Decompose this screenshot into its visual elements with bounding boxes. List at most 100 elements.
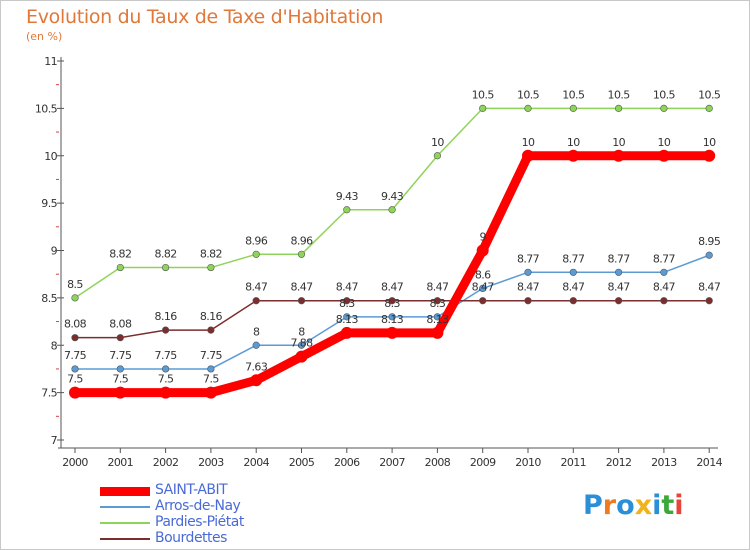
x-tick-label: 2007 <box>379 456 405 469</box>
data-label-saint-abit: 7.5 <box>112 373 128 386</box>
data-point-pardies-pi-tat <box>524 104 532 112</box>
data-point-pardies-pi-tat <box>479 104 487 112</box>
logo-letter: P <box>583 490 603 521</box>
data-point-saint-abit <box>69 386 81 399</box>
series-layer <box>69 104 716 399</box>
data-label-pardies-pi-tat: 9.43 <box>336 190 359 203</box>
data-point-arros-de-nay <box>524 268 532 276</box>
data-label-arros-de-nay: 8.3 <box>430 297 446 310</box>
legend-label: SAINT-ABIT <box>155 482 228 498</box>
data-label-pardies-pi-tat: 10.5 <box>517 88 540 101</box>
x-tick-label: 2011 <box>560 456 586 469</box>
data-label-arros-de-nay: 7.75 <box>155 349 178 362</box>
data-point-saint-abit <box>386 326 399 339</box>
data-label-saint-abit: 7.5 <box>67 373 83 386</box>
x-tick-label: 2005 <box>289 456 315 469</box>
data-label-bourdettes: 8.08 <box>64 318 87 331</box>
data-label-bourdettes: 8.47 <box>426 281 449 294</box>
data-label-bourdettes: 8.16 <box>200 310 223 323</box>
data-point-arros-de-nay <box>614 268 623 276</box>
data-point-pardies-pi-tat <box>705 104 713 112</box>
data-point-saint-abit <box>703 149 716 162</box>
logo-letter: x <box>634 490 653 521</box>
data-label-arros-de-nay: 7.75 <box>109 349 132 362</box>
data-point-saint-abit <box>204 386 217 399</box>
data-point-bourdettes <box>479 297 487 305</box>
data-label-pardies-pi-tat: 10.5 <box>562 88 585 101</box>
data-label-pardies-pi-tat: 10.5 <box>608 88 631 101</box>
data-point-arros-de-nay <box>388 313 396 321</box>
data-label-arros-de-nay: 8.95 <box>698 235 721 248</box>
data-point-arros-de-nay <box>116 365 124 373</box>
data-label-arros-de-nay: 8 <box>298 325 305 338</box>
data-point-arros-de-nay <box>297 341 306 349</box>
data-label-saint-abit: 10 <box>612 136 625 149</box>
legend-swatch <box>100 538 150 540</box>
data-label-bourdettes: 8.47 <box>517 281 540 294</box>
legend-swatch <box>100 487 150 496</box>
logo-letter: i <box>674 490 684 521</box>
data-label-pardies-pi-tat: 10 <box>431 136 444 149</box>
data-label-pardies-pi-tat: 10.5 <box>653 88 676 101</box>
data-point-saint-abit <box>522 149 534 162</box>
data-label-arros-de-nay: 7.75 <box>200 349 223 362</box>
data-point-saint-abit <box>612 149 625 162</box>
data-point-bourdettes <box>705 297 713 305</box>
x-tick-label: 2002 <box>153 456 179 469</box>
data-label-saint-abit: 10 <box>522 136 535 149</box>
data-label-bourdettes: 8.08 <box>109 318 132 331</box>
data-label-bourdettes: 8.47 <box>608 281 631 294</box>
x-tick-label: 2013 <box>651 456 677 469</box>
data-point-bourdettes <box>252 297 260 305</box>
data-label-bourdettes: 8.47 <box>698 281 721 294</box>
x-tick-label: 2009 <box>470 456 496 469</box>
legend-item: SAINT-ABIT <box>100 482 300 499</box>
data-point-saint-abit <box>657 149 670 162</box>
data-label-arros-de-nay: 8 <box>253 325 260 338</box>
legend-label: Arros-de-Nay <box>155 498 241 514</box>
x-tick-label: 2010 <box>515 456 541 469</box>
data-point-pardies-pi-tat <box>297 250 306 258</box>
series-bourdettes <box>71 297 713 342</box>
data-point-arros-de-nay <box>207 365 215 373</box>
data-label-saint-abit: 8.13 <box>336 313 359 326</box>
data-point-bourdettes <box>433 297 442 305</box>
data-point-arros-de-nay <box>433 313 442 321</box>
data-point-pardies-pi-tat <box>433 152 442 160</box>
data-labels: 7.75 7.75 7.75 7.75 8 8 8.3 8.3 8.3 8.6 8.77 8.77 8.… <box>64 88 721 385</box>
data-label-bourdettes: 8.16 <box>155 310 178 323</box>
data-label-saint-abit: 7.5 <box>203 373 219 386</box>
logo-letter: r <box>602 490 617 521</box>
x-tick-label: 2012 <box>606 456 632 469</box>
y-tick-label: 8 <box>51 339 58 352</box>
data-point-pardies-pi-tat <box>388 206 396 214</box>
legend-swatch <box>100 506 150 508</box>
data-label-arros-de-nay: 7.75 <box>64 349 87 362</box>
legend-item: Bourdettes <box>100 530 300 547</box>
data-label-saint-abit: 10 <box>567 136 580 149</box>
x-tick-label: 2006 <box>334 456 360 469</box>
data-point-arros-de-nay <box>162 365 170 373</box>
data-label-pardies-pi-tat: 9.43 <box>381 190 404 203</box>
data-point-bourdettes <box>524 297 532 305</box>
proxiti-logo: Proxiti <box>583 490 684 521</box>
series-saint-abit <box>69 149 716 399</box>
legend-item: Pardies-Piétat <box>100 514 300 531</box>
data-point-pardies-pi-tat <box>71 294 79 302</box>
y-tick-label: 10 <box>44 150 57 163</box>
data-point-bourdettes <box>297 297 306 305</box>
logo-letter: t <box>661 490 675 521</box>
data-point-bourdettes <box>614 297 623 305</box>
data-point-arros-de-nay <box>71 365 79 373</box>
x-tick-label: 2001 <box>107 456 133 469</box>
data-point-arros-de-nay <box>660 268 668 276</box>
data-point-pardies-pi-tat <box>207 263 215 272</box>
data-point-pardies-pi-tat <box>162 263 170 272</box>
data-point-pardies-pi-tat <box>614 104 623 112</box>
data-point-arros-de-nay <box>705 251 713 259</box>
data-label-saint-abit: 7.88 <box>290 337 313 350</box>
data-point-arros-de-nay <box>343 313 351 321</box>
data-point-bourdettes <box>343 297 351 305</box>
data-label-arros-de-nay: 8.3 <box>339 297 355 310</box>
